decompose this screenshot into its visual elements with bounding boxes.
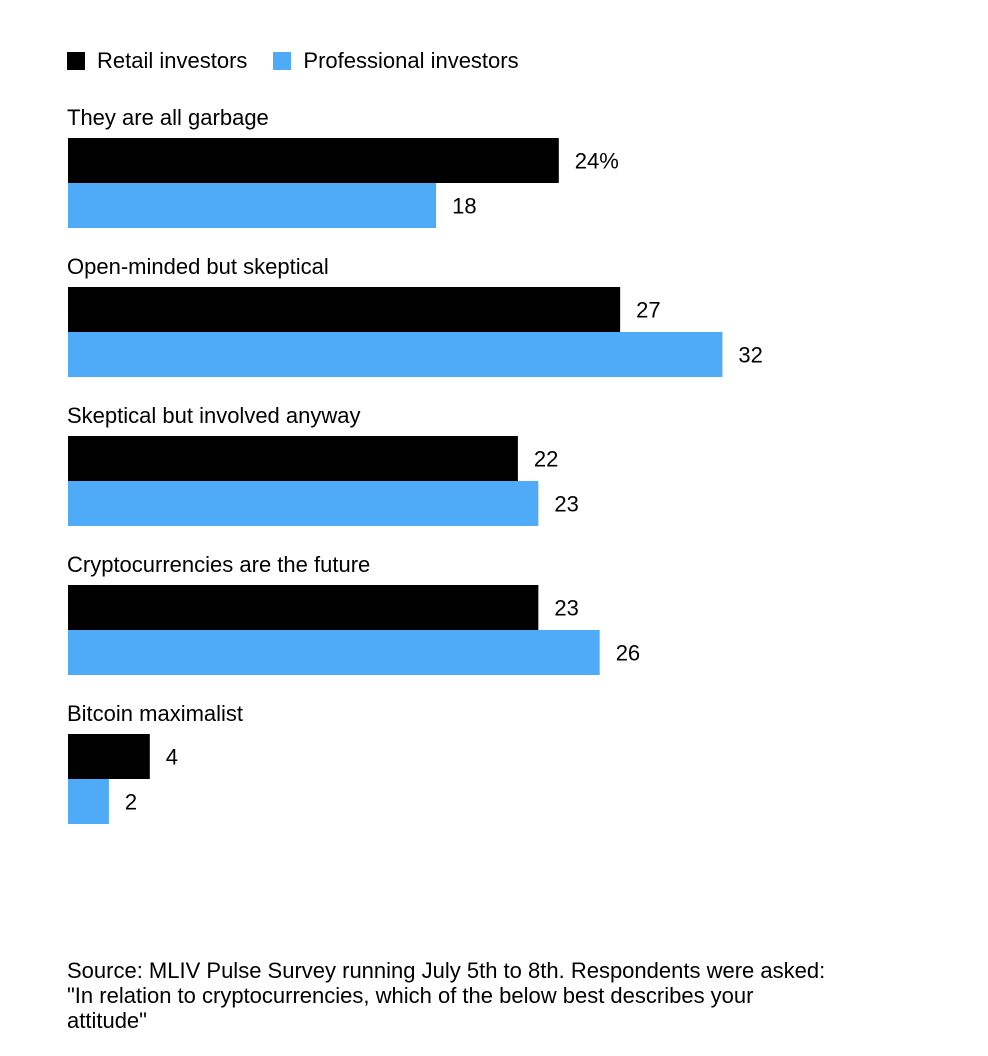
data-label: 23 [554,492,578,517]
data-label: 22 [534,447,558,472]
bar-chart: They are all garbage 24% 18 Open-minded but… [67,105,763,824]
data-label: 4 [166,745,178,770]
chart-legend: Retail investors Professional investors [67,48,545,74]
category-label: Bitcoin maximalist [67,701,243,726]
category-label: Cryptocurrencies are the future [67,552,370,577]
bar-retail [68,436,518,481]
bar-professional [68,779,109,824]
legend-item-professional: Professional investors [273,48,519,74]
bar-professional [68,183,437,228]
bar-retail [68,138,559,183]
data-label: 18 [452,194,476,219]
legend-swatch-retail [67,52,85,70]
data-label: 2 [125,790,137,815]
bar-professional [68,481,539,526]
data-label: 26 [616,641,640,666]
bar-retail [68,287,621,332]
legend-item-retail: Retail investors [67,48,247,74]
category-label: Skeptical but involved anyway [67,403,361,428]
legend-swatch-professional [273,52,292,70]
bar-professional [68,332,723,377]
data-label: 32 [738,343,762,368]
source-note: Source: MLIV Pulse Survey running July 5… [67,958,826,1033]
bar-professional [68,630,600,675]
data-label: 23 [554,596,578,621]
legend-label-retail: Retail investors [97,48,248,73]
data-label: 24% [575,149,619,174]
bar-retail [68,734,150,779]
category-label: Open-minded but skeptical [67,254,329,279]
data-label: 27 [636,298,660,323]
category-label: They are all garbage [67,105,269,130]
legend-label-professional: Professional investors [303,48,519,73]
bar-retail [68,585,539,630]
